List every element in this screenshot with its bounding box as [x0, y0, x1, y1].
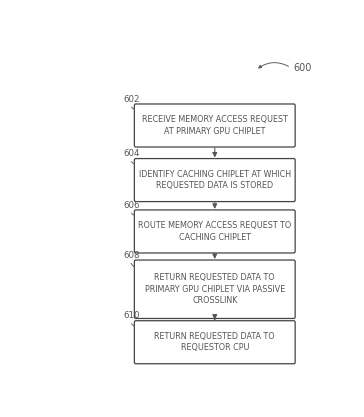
- Text: 602: 602: [123, 95, 139, 104]
- Text: 604: 604: [123, 149, 139, 158]
- Text: 606: 606: [123, 201, 139, 210]
- Text: ROUTE MEMORY ACCESS REQUEST TO
CACHING CHIPLET: ROUTE MEMORY ACCESS REQUEST TO CACHING C…: [138, 221, 292, 242]
- Text: 608: 608: [123, 251, 139, 260]
- FancyBboxPatch shape: [134, 321, 295, 364]
- Text: 600: 600: [294, 63, 312, 73]
- FancyBboxPatch shape: [134, 104, 295, 147]
- Text: RECEIVE MEMORY ACCESS REQUEST
AT PRIMARY GPU CHIPLET: RECEIVE MEMORY ACCESS REQUEST AT PRIMARY…: [142, 115, 288, 136]
- Text: RETURN REQUESTED DATA TO
REQUESTOR CPU: RETURN REQUESTED DATA TO REQUESTOR CPU: [154, 332, 275, 352]
- Text: IDENTIFY CACHING CHIPLET AT WHICH
REQUESTED DATA IS STORED: IDENTIFY CACHING CHIPLET AT WHICH REQUES…: [139, 170, 291, 190]
- Text: 610: 610: [123, 311, 139, 320]
- FancyBboxPatch shape: [134, 210, 295, 253]
- FancyBboxPatch shape: [134, 158, 295, 201]
- FancyBboxPatch shape: [134, 260, 295, 319]
- Text: RETURN REQUESTED DATA TO
PRIMARY GPU CHIPLET VIA PASSIVE
CROSSLINK: RETURN REQUESTED DATA TO PRIMARY GPU CHI…: [145, 273, 285, 305]
